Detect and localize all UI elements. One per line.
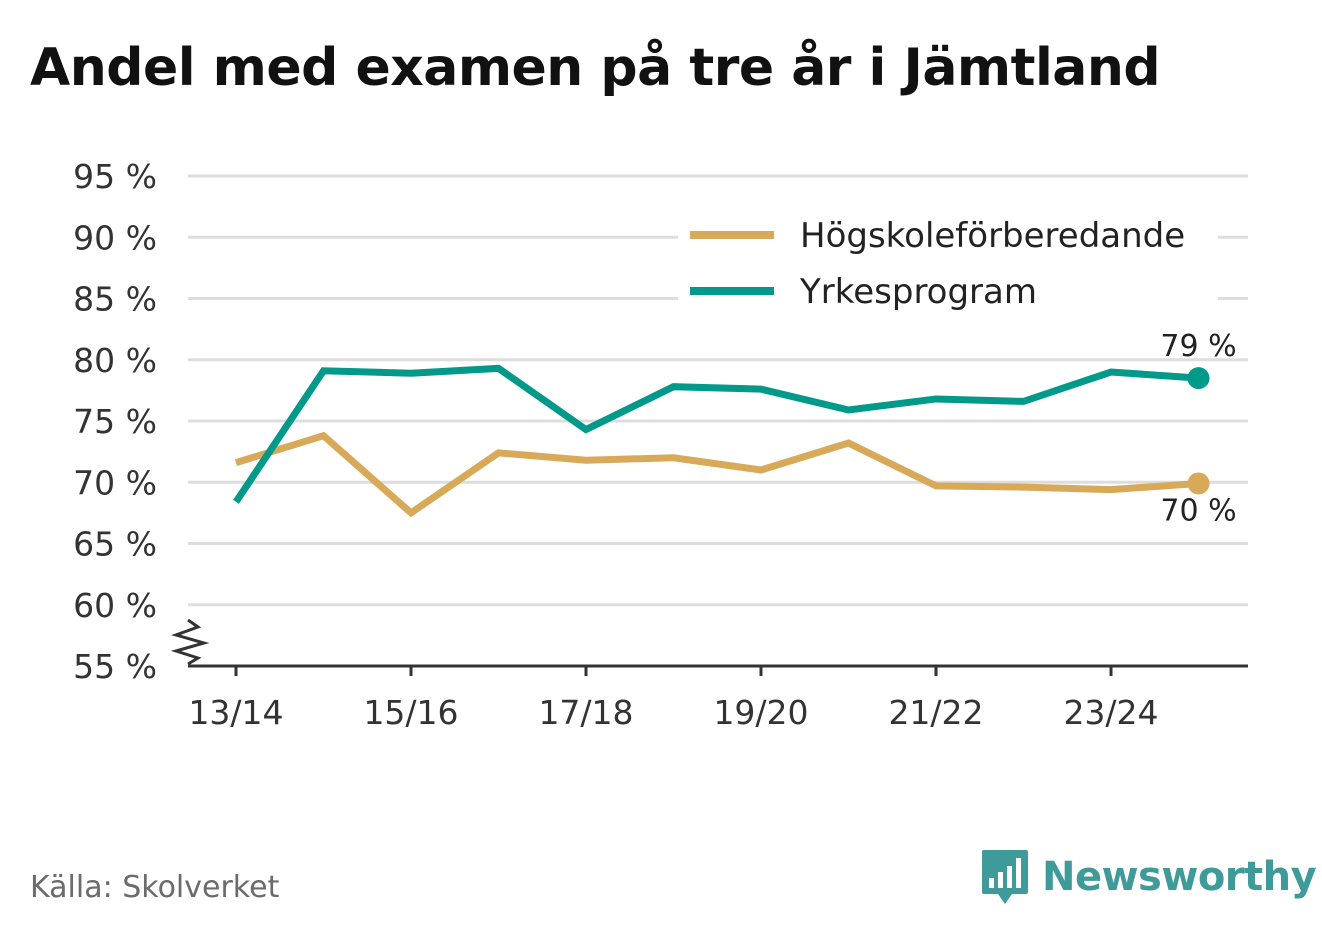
brand-name: Newsworthy [1042, 854, 1317, 900]
y-tick-label: 95 % [73, 157, 157, 196]
y-tick-label: 90 % [73, 218, 157, 257]
series-line [233, 364, 1199, 504]
source-note: Källa: Skolverket [30, 870, 280, 905]
series-end-point [1187, 367, 1210, 390]
line-chart: 95 % 90 % 85 % 80 % 75 % 70 % 65 % 60 % 55 % 13/… [73, 157, 1248, 732]
x-tick-label: 15/16 [363, 693, 458, 732]
brand-logo[interactable]: Newsworthy [980, 848, 1317, 906]
legend: Högskoleförberedande Yrkesprogram [678, 205, 1218, 320]
x-tick-label: 21/22 [888, 693, 983, 732]
y-tick-label: 65 % [73, 525, 157, 564]
y-tick-label: 70 % [73, 463, 157, 502]
x-tick-label: 13/14 [188, 693, 283, 732]
bar-chart-icon [982, 850, 1028, 904]
axis-break-marker [170, 618, 210, 666]
x-axis [170, 618, 1248, 668]
series-end-label: 79 % [1160, 329, 1236, 364]
series-end-label: 70 % [1160, 493, 1236, 528]
legend-background [678, 205, 1218, 320]
y-tick-label: 80 % [73, 341, 157, 380]
y-tick-label: 75 % [73, 402, 157, 441]
series-lines: 70 % 79 % [233, 329, 1237, 528]
series-end-point [1187, 472, 1210, 495]
x-axis-ticks: 13/14 15/16 17/18 19/20 21/22 23/24 [188, 666, 1159, 732]
y-tick-label: 60 % [73, 586, 157, 625]
y-tick-label: 55 % [73, 647, 157, 686]
x-tick-label: 23/24 [1063, 693, 1158, 732]
series-line [234, 431, 1199, 518]
x-tick-label: 19/20 [713, 693, 808, 732]
chart-title: Andel med examen på tre år i Jämtland [30, 38, 1161, 98]
y-tick-label: 85 % [73, 280, 157, 319]
legend-label: Högskoleförberedande [800, 216, 1185, 256]
x-tick-label: 17/18 [538, 693, 633, 732]
legend-label: Yrkesprogram [799, 272, 1037, 312]
y-axis-ticks: 95 % 90 % 85 % 80 % 75 % 70 % 65 % 60 % 55 % [73, 157, 157, 686]
